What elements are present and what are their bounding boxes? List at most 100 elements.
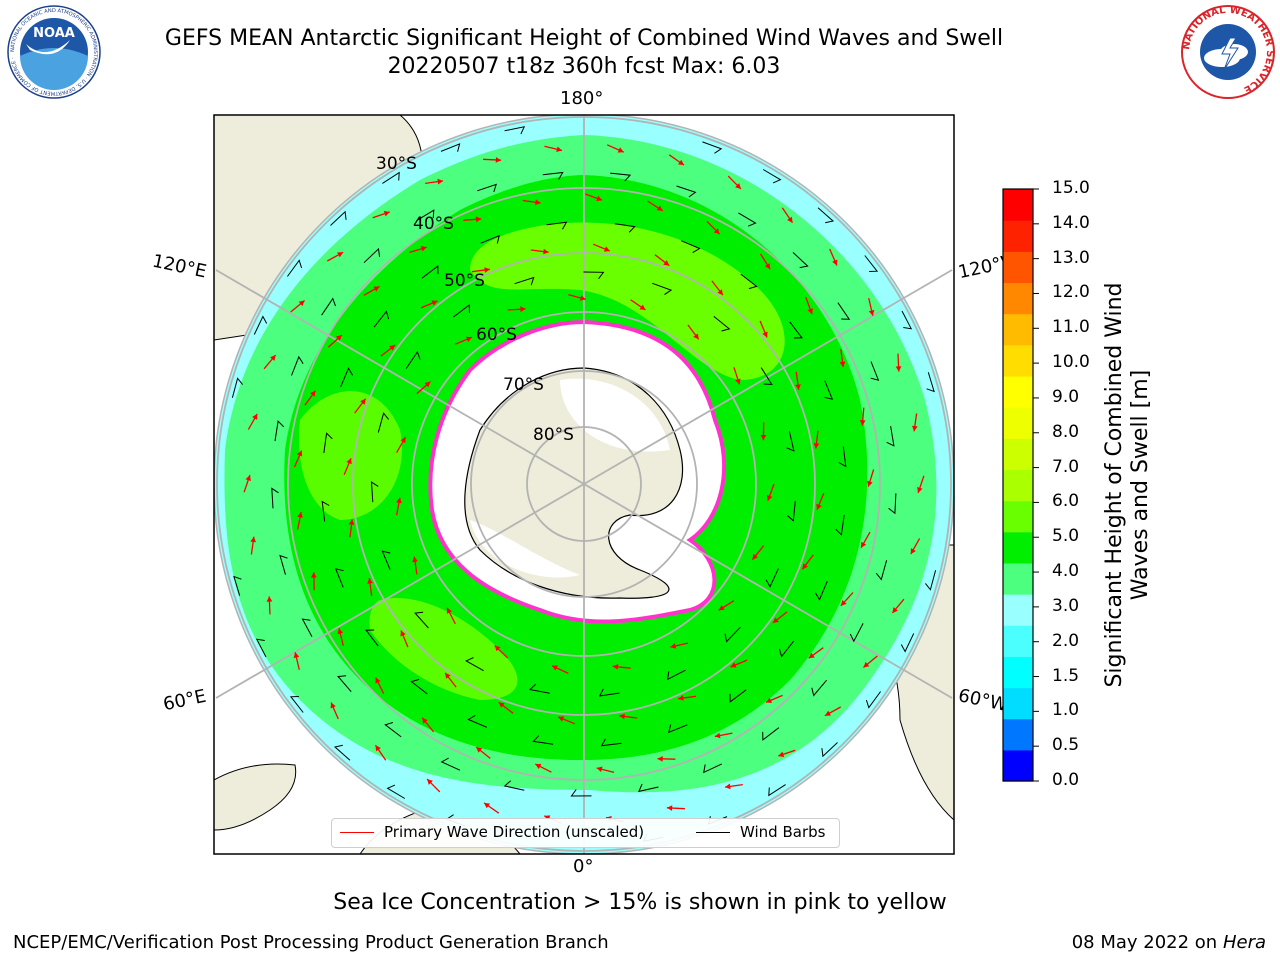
colorbar-tick-label: 6.0 — [1052, 491, 1080, 512]
wind-barb — [713, 316, 731, 332]
colorbar-cell — [1003, 313, 1033, 346]
colorbar-cell — [1003, 469, 1033, 502]
colorbar-cell — [1003, 656, 1033, 689]
lat-label-40s: 40°S — [413, 214, 454, 234]
colorbar-tick-label: 3.0 — [1052, 595, 1080, 616]
wave-direction-arrows — [243, 144, 925, 824]
wind-barb — [382, 171, 400, 184]
wave-arrow-head — [813, 443, 820, 449]
legend-barb-swatch — [696, 832, 730, 833]
wave-arrow-head — [832, 259, 838, 266]
wave-arrow-head — [725, 783, 731, 790]
wave-arrow-head — [735, 378, 741, 385]
wave-arrow-head — [298, 300, 305, 307]
wind-barb — [886, 426, 895, 447]
wave-arrow-head — [795, 384, 801, 390]
wave-arrow-head — [824, 710, 831, 716]
wind-barb — [363, 247, 381, 264]
wave-arrow-head — [431, 300, 438, 306]
wind-barb — [546, 221, 568, 230]
wave-arrow-head — [375, 745, 381, 752]
wind-barb — [440, 757, 461, 771]
wave-arrow-head — [714, 732, 721, 739]
wave-arrow-head — [310, 390, 316, 397]
wave-arrow-head — [400, 437, 406, 444]
wind-barb — [740, 273, 758, 290]
wave-arrow-head — [558, 716, 565, 722]
wave-arrow-head — [293, 652, 300, 659]
machine-name: Hera — [1222, 932, 1266, 953]
wave-arrow-head — [535, 199, 541, 206]
wave-arrow-head — [498, 702, 505, 708]
wave-arrow-head — [895, 366, 902, 372]
colorbar-tick-label: 15.0 — [1052, 178, 1090, 198]
wave-arrow-head — [296, 450, 303, 457]
lon-label-0: 0° — [573, 856, 594, 877]
wind-barb — [835, 514, 845, 536]
noaa-logo-text: NOAA — [33, 26, 75, 41]
wave-arrow-head — [657, 756, 663, 762]
wave-arrow-head — [764, 263, 771, 270]
antarctic-ice-shelf-ross — [560, 378, 670, 452]
colorbar-cell — [1003, 562, 1033, 595]
lat-label-70s: 70°S — [503, 375, 544, 395]
wave-arrow-head — [552, 665, 558, 671]
wave-arrow-head — [445, 672, 451, 679]
wave-arrow-head — [859, 420, 866, 426]
colorbar-cell — [1003, 625, 1033, 657]
wind-barb — [480, 234, 500, 244]
wind-barb — [330, 210, 347, 226]
wave-arrow-head — [863, 661, 870, 668]
colorbar-tick-label: 5.0 — [1052, 526, 1080, 547]
wave-arrow-head — [861, 541, 867, 548]
wave-arrow-head — [422, 717, 428, 724]
wave-arrow-head — [466, 336, 472, 342]
wave-arrow-head — [735, 183, 741, 189]
wind-barb — [786, 431, 795, 452]
wave-arrow-head — [494, 645, 501, 652]
wind-barb — [789, 321, 803, 339]
wave-arrow-head — [335, 335, 342, 341]
wave-arrow-head — [311, 572, 317, 578]
wave-arrow-head — [446, 607, 452, 614]
wind-barb — [231, 377, 243, 398]
wind-barb — [542, 171, 564, 180]
colorbar-tick-label: 7.0 — [1052, 456, 1080, 477]
wind-barb — [814, 581, 828, 601]
graticule — [215, 115, 953, 854]
colorbar-cell — [1003, 718, 1033, 751]
wind-barb — [870, 361, 880, 381]
wind-barb — [365, 629, 379, 647]
wind-barb — [291, 355, 304, 376]
wave-arrow-head — [535, 763, 542, 770]
wind-barb — [386, 784, 406, 799]
wind-barb — [377, 412, 389, 433]
colorbar-cell — [1003, 189, 1033, 221]
wave-arrow-head — [596, 195, 603, 202]
wave-arrow-head — [663, 260, 670, 266]
wave-arrow-head — [666, 805, 673, 811]
wave-arrow-head — [693, 333, 699, 340]
wind-barb — [340, 367, 354, 387]
date-line: 08 May 2022 on Hera — [1072, 932, 1266, 953]
wind-barb — [864, 255, 879, 272]
colorbar-cell — [1003, 438, 1033, 471]
wave-arrow-head — [337, 252, 344, 258]
wave-arrow-head — [802, 563, 808, 570]
colorbar — [1002, 188, 1039, 782]
wind-barb — [373, 310, 390, 328]
wind-barb — [233, 575, 242, 596]
wave-arrow-head — [270, 355, 276, 361]
wind-barb — [532, 735, 554, 745]
colorbar-tick-label: 0.5 — [1052, 735, 1080, 756]
wind-barb — [384, 722, 402, 738]
colorbar-tick-label: 11.0 — [1052, 317, 1090, 338]
wind-barb — [421, 265, 439, 279]
colorbar-tick-label: 0.0 — [1052, 770, 1080, 790]
wave-arrow-head — [868, 309, 875, 316]
wind-barb — [414, 611, 429, 629]
wave-arrow-head — [424, 381, 431, 388]
colorbar-cell — [1003, 282, 1033, 315]
colorbar-tick-label: 4.0 — [1052, 561, 1080, 582]
